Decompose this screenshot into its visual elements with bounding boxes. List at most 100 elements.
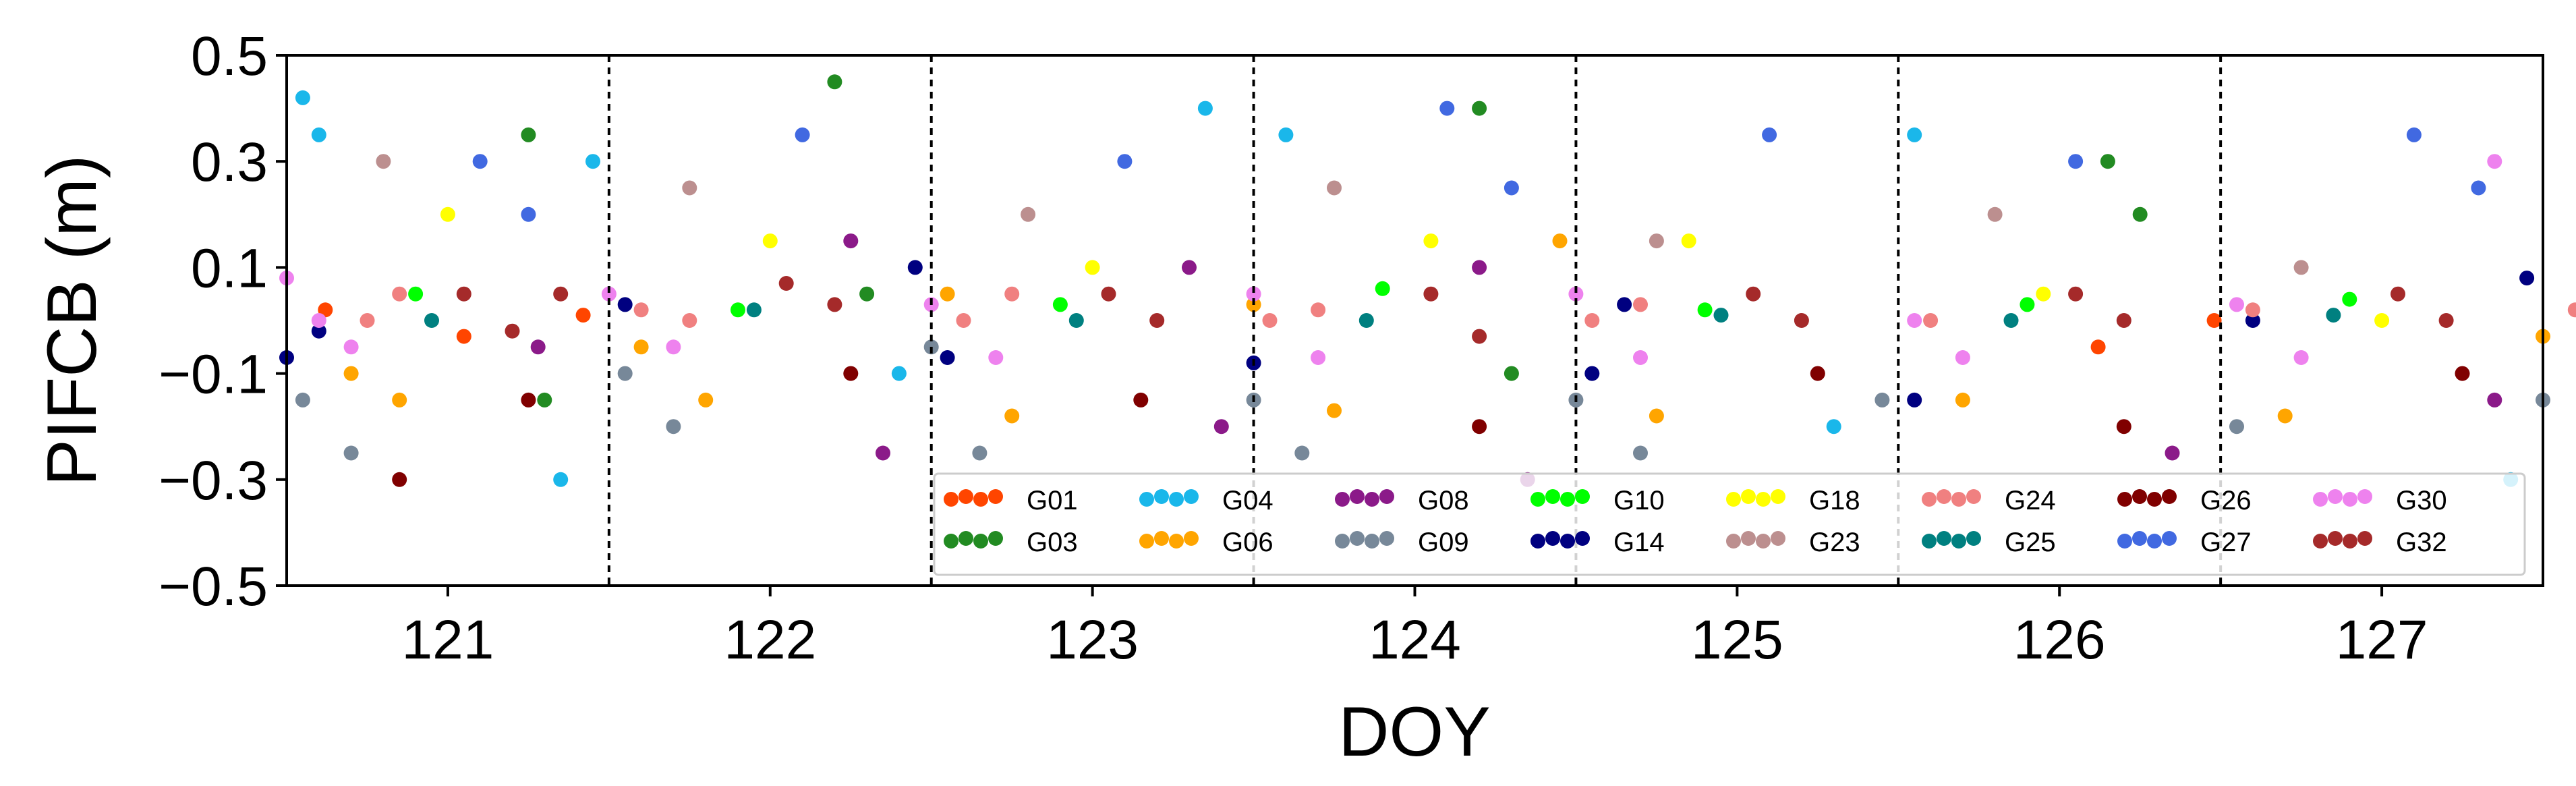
legend-marker <box>1154 489 1169 504</box>
legend-marker <box>1350 489 1365 504</box>
point-G30-6 <box>988 350 1004 365</box>
point-G04-1 <box>311 127 326 142</box>
point-G30-3 <box>601 286 617 302</box>
legend: G01 G03 G04 G06 G08 G09 G10 G14 G18 G23 G24 G25 G26 G… <box>933 472 2526 576</box>
legend-item-G03: G03 <box>944 528 1078 557</box>
point-G30-4 <box>666 339 681 355</box>
point-G09-10 <box>1874 392 1890 408</box>
point-G14-7 <box>1617 297 1632 312</box>
point-G18-6 <box>2374 313 2390 328</box>
legend-marker <box>2162 531 2177 546</box>
point-G08-2 <box>876 445 890 461</box>
point-G06-5 <box>1004 408 1020 424</box>
point-G06-8 <box>1552 233 1568 249</box>
point-G32-1 <box>505 323 520 339</box>
point-G32-13 <box>2391 286 2405 302</box>
point-G32-10 <box>1794 313 1809 328</box>
legend-label: G30 <box>2396 486 2447 515</box>
legend-label: G09 <box>1418 528 1469 557</box>
legend-label: G27 <box>2200 528 2252 557</box>
legend-marker <box>2132 489 2147 504</box>
point-G14-3 <box>907 260 923 275</box>
y-tick-label: 0.1 <box>191 237 268 299</box>
point-G30-1 <box>311 313 326 328</box>
series-G18 <box>440 206 2390 328</box>
point-G10-6 <box>2342 291 2357 307</box>
legend-marker <box>2162 489 2177 504</box>
point-G09-1 <box>343 445 359 461</box>
point-G24-5 <box>1004 286 1020 302</box>
point-G03-6 <box>2100 154 2115 169</box>
point-G26-6 <box>2116 419 2131 434</box>
point-G03-0 <box>521 127 536 142</box>
point-G27-9 <box>2471 180 2486 196</box>
legend-marker <box>1365 534 1379 549</box>
point-G04-4 <box>891 366 907 381</box>
y-tick-label: 0.3 <box>191 132 268 193</box>
legend-marker <box>1184 531 1199 546</box>
point-G30-9 <box>1568 286 1584 302</box>
point-G18-4 <box>1681 233 1696 249</box>
legend-item-G23: G23 <box>1726 528 1860 557</box>
point-G27-0 <box>472 154 488 169</box>
series-G32 <box>456 276 2454 344</box>
legend-marker <box>2343 492 2357 507</box>
y-axis-ticks: −0.5 −0.3 −0.1 0.1 0.3 0.5 <box>159 26 287 617</box>
point-G06-7 <box>1327 403 1342 418</box>
legend-label: G18 <box>1809 486 1860 515</box>
point-G24-10 <box>1923 313 1939 328</box>
legend-marker <box>1951 492 1966 507</box>
x-tick-label: 121 <box>402 609 494 671</box>
point-G10-1 <box>731 302 745 318</box>
legend-marker <box>1756 492 1771 507</box>
point-G14-9 <box>2245 313 2260 328</box>
legend-marker <box>1545 531 1560 546</box>
y-tick-label: −0.5 <box>159 556 268 617</box>
legend-marker <box>988 531 1003 546</box>
point-G32-12 <box>2116 313 2131 328</box>
point-G10-3 <box>1375 281 1390 296</box>
point-G32-9 <box>1746 286 1761 302</box>
legend-marker <box>1771 531 1785 546</box>
legend-marker <box>1575 489 1590 504</box>
legend-marker <box>1741 531 1756 546</box>
point-G03-1 <box>537 392 552 408</box>
point-G30-8 <box>1311 350 1326 365</box>
x-tick-label: 124 <box>1369 609 1461 671</box>
legend-marker <box>1922 534 1937 549</box>
point-G25-6 <box>2326 308 2341 323</box>
legend-marker <box>2117 534 2132 549</box>
legend-item-G26: G26 <box>2117 486 2252 515</box>
legend-marker <box>1966 489 1981 504</box>
point-G03-7 <box>2132 206 2148 222</box>
point-G18-2 <box>1085 260 1100 275</box>
legend-marker <box>2357 531 2372 546</box>
legend-item-G32: G32 <box>2313 528 2447 557</box>
legend-marker <box>944 492 958 507</box>
point-G23-2 <box>1021 206 1036 222</box>
legend-box <box>933 472 2526 576</box>
legend-item-G14: G14 <box>1530 528 1665 557</box>
legend-marker <box>1966 531 1981 546</box>
point-G08-7 <box>2165 445 2180 461</box>
point-G14-8 <box>1907 392 1922 408</box>
point-G06-2 <box>633 339 649 355</box>
point-G04-2 <box>553 472 569 487</box>
point-G04-7 <box>1826 419 1841 434</box>
series-G10 <box>408 281 2357 318</box>
point-G06-10 <box>1955 392 1970 408</box>
point-G24-3 <box>682 313 697 328</box>
legend-marker <box>1560 534 1575 549</box>
legend-marker <box>1139 534 1154 549</box>
x-tick-label: 126 <box>2013 609 2106 671</box>
point-G27-1 <box>521 206 536 222</box>
point-G27-4 <box>1439 101 1455 116</box>
point-G30-7 <box>1246 286 1261 302</box>
point-G08-0 <box>530 339 546 355</box>
point-G24-12 <box>2567 302 2576 318</box>
legend-label: G26 <box>2200 486 2252 515</box>
legend-marker <box>973 492 988 507</box>
point-G24-9 <box>1633 297 1648 312</box>
legend-marker <box>1726 492 1741 507</box>
